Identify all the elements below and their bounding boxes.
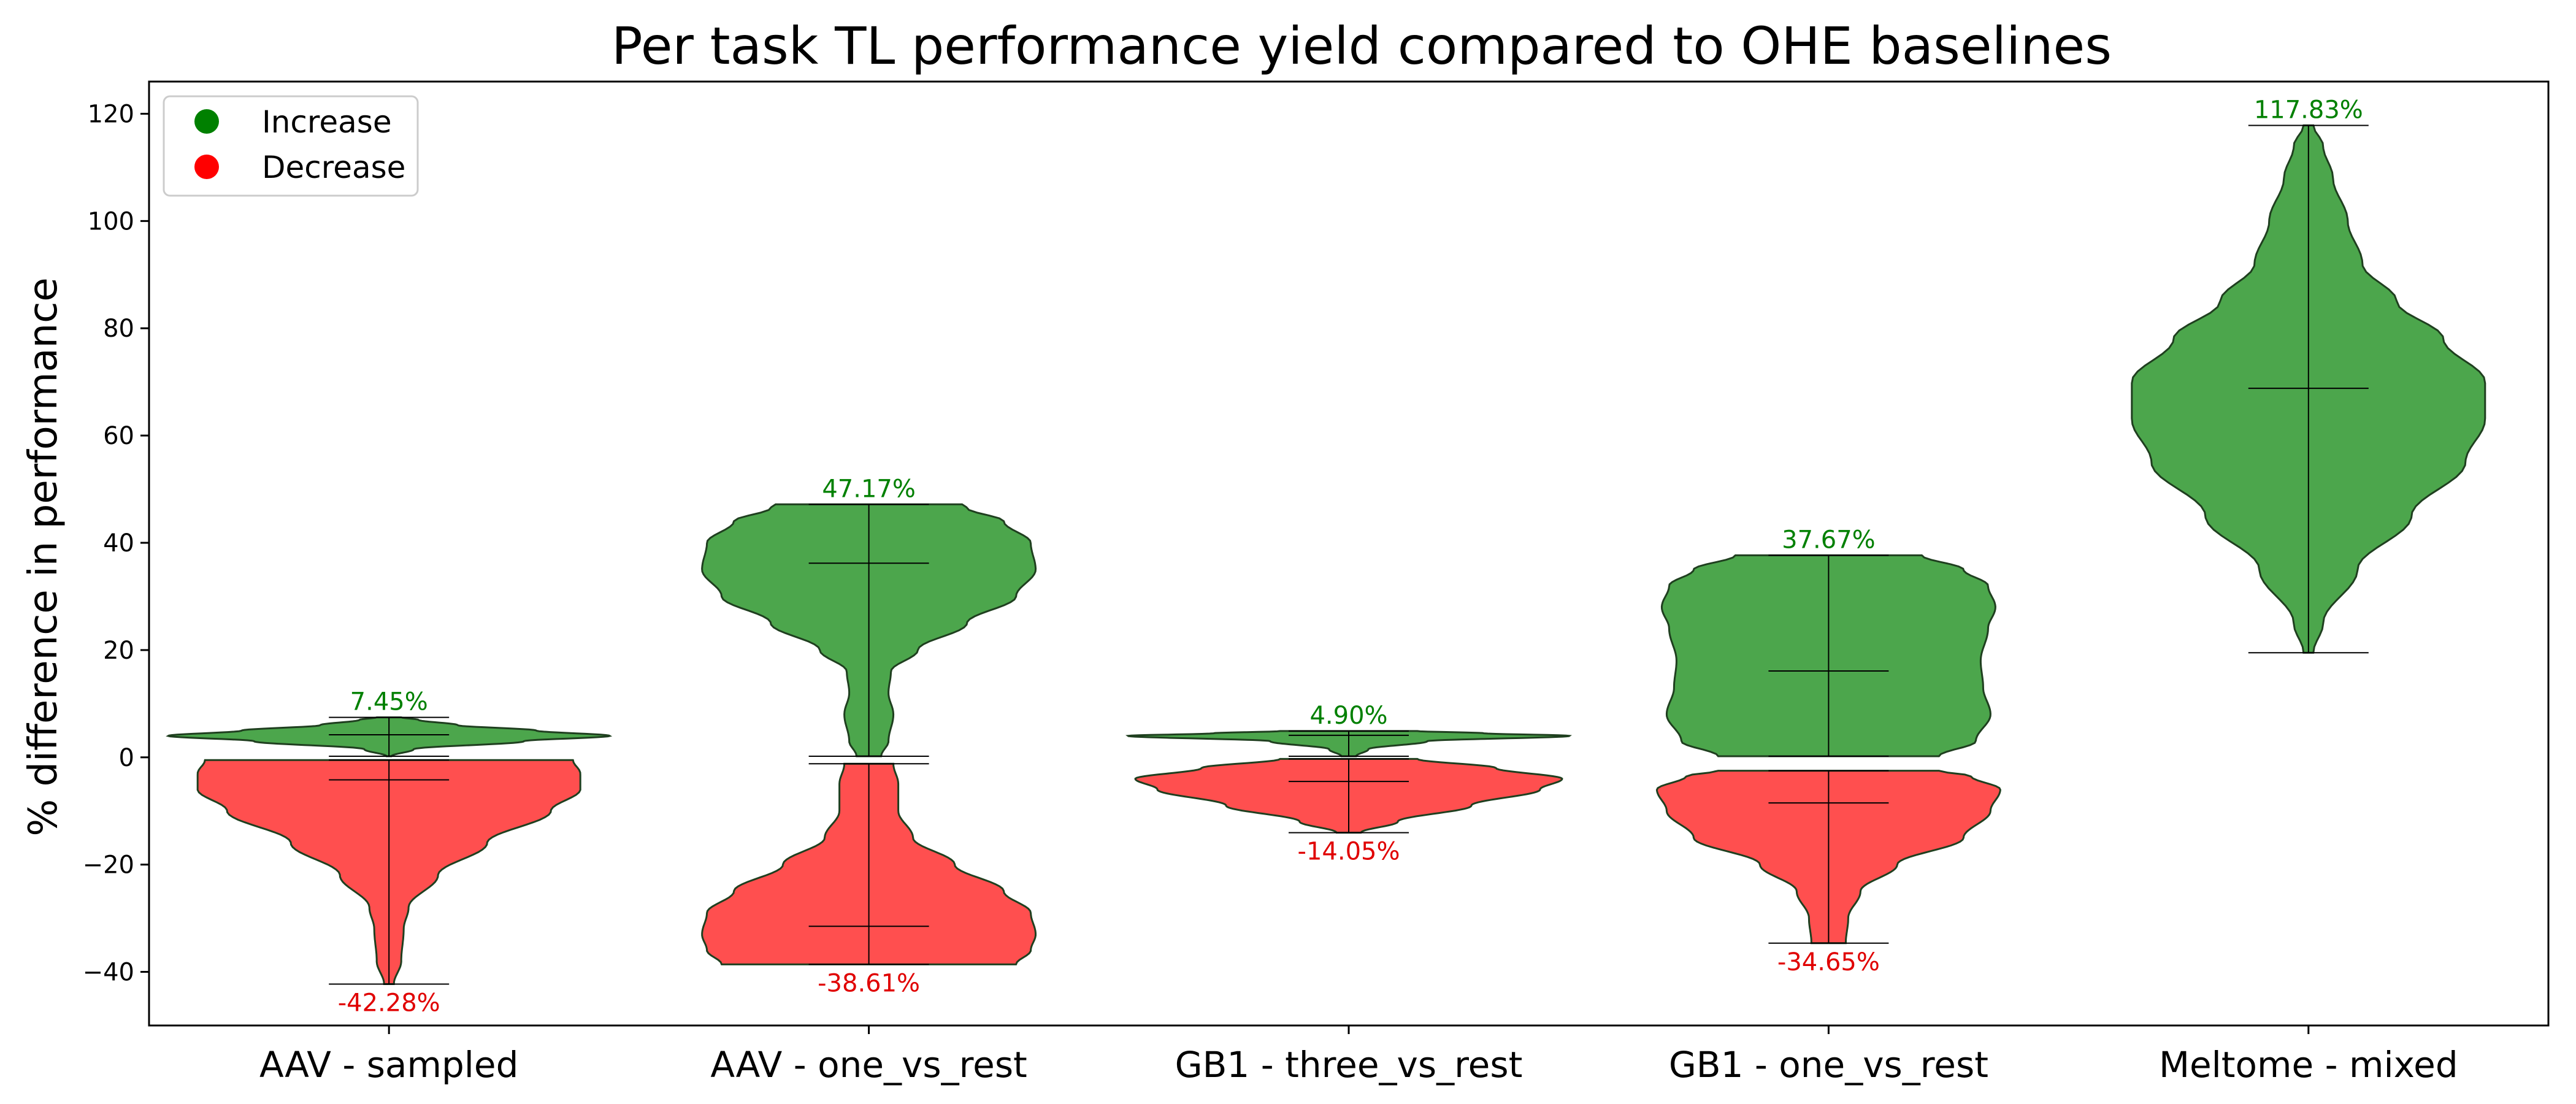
- y-tick-label: 20: [103, 637, 134, 665]
- y-tick-label: −20: [83, 851, 134, 880]
- chart-title: Per task TL performance yield compared t…: [611, 16, 2112, 76]
- x-tick-label: AAV - one_vs_rest: [710, 1044, 1027, 1086]
- legend-swatch-decrease: [194, 155, 219, 179]
- data-label-decrease-gb1-three-vs-rest: -14.05%: [1298, 838, 1400, 866]
- y-tick-label: 100: [88, 207, 134, 236]
- legend-box: [163, 95, 419, 197]
- plot-frame: [148, 80, 2550, 1027]
- x-tick-label: GB1 - three_vs_rest: [1175, 1044, 1523, 1086]
- y-tick-label: 40: [103, 529, 134, 558]
- data-label-increase-meltome-mixed: 117.83%: [2254, 96, 2363, 124]
- data-label-increase-gb1-three-vs-rest: 4.90%: [1309, 702, 1387, 730]
- y-tick-label: 120: [88, 100, 134, 128]
- legend-swatch-increase: [194, 109, 219, 134]
- x-tick-label: GB1 - one_vs_rest: [1669, 1044, 1988, 1086]
- x-tick-label: AAV - sampled: [259, 1044, 518, 1086]
- axes: −40 −20 0 20 40 60 80 100 120 AAV - sampled AAV - …: [83, 80, 2550, 1086]
- legend-label-increase: Increase: [262, 104, 392, 140]
- data-label-decrease-aav-one-vs-rest: -38.61%: [818, 969, 920, 997]
- data-label-decrease-gb1-one-vs-rest: -34.65%: [1777, 948, 1880, 976]
- x-tick-label: Meltome - mixed: [2159, 1044, 2458, 1086]
- y-tick-label: 80: [103, 315, 134, 343]
- y-tick-label: −40: [83, 959, 134, 987]
- y-tick-label: 0: [119, 744, 134, 772]
- y-tick-label: 60: [103, 422, 134, 450]
- y-axis-label: % difference in performance: [21, 277, 66, 836]
- data-label-decrease-aav-sampled: -42.28%: [338, 989, 440, 1017]
- legend: Increase Decrease: [163, 95, 419, 197]
- data-label-increase-aav-sampled: 7.45%: [350, 688, 428, 716]
- data-label-increase-aav-one-vs-rest: 47.17%: [822, 475, 916, 503]
- data-label-increase-gb1-one-vs-rest: 37.67%: [1782, 526, 1876, 554]
- plot-area: 7.45% 47.17% 4.90% 37.67% 117.83% -42.28% -38.…: [166, 96, 2486, 1017]
- legend-label-decrease: Decrease: [262, 150, 405, 185]
